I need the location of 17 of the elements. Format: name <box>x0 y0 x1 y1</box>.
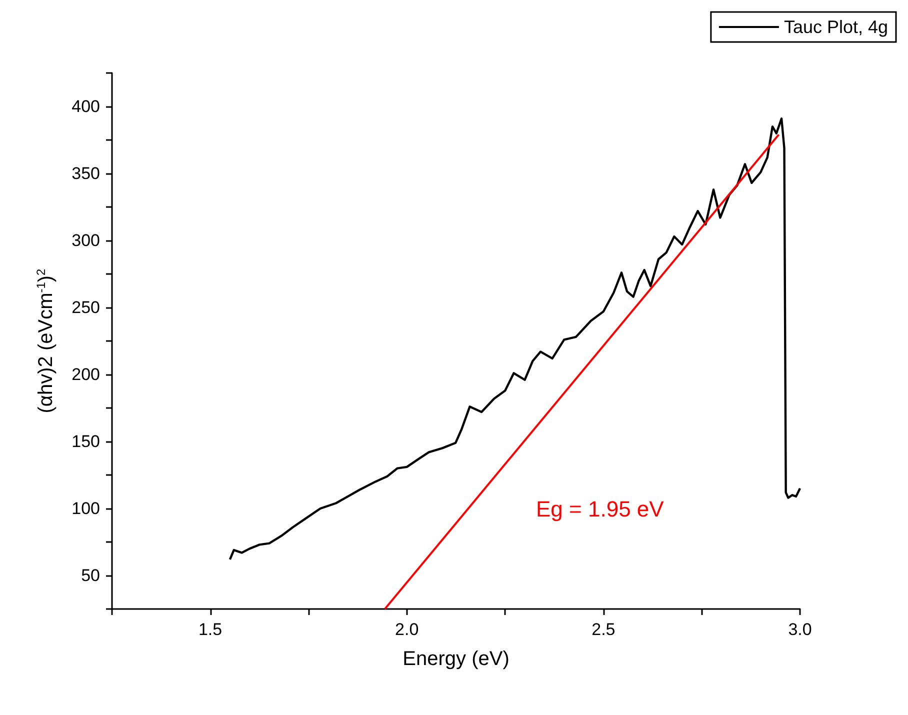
y-axis-title: (αhv)2 (eVcm-1)2 <box>34 268 57 414</box>
y-tick-label: 250 <box>72 298 100 317</box>
y-tick-label: 400 <box>72 97 100 116</box>
x-tick-label: 3.0 <box>788 620 812 639</box>
y-tick-label: 50 <box>81 566 100 585</box>
y-tick-label: 100 <box>72 499 100 518</box>
y-tick-label: 350 <box>72 164 100 183</box>
y-tick-label: 150 <box>72 432 100 451</box>
annotation: Eg = 1.95 eV <box>536 496 664 522</box>
x-tick-label: 2.5 <box>592 620 616 639</box>
y-tick-label: 200 <box>72 365 100 384</box>
line-series <box>228 117 802 561</box>
y-tick-label: 300 <box>72 231 100 250</box>
x-tick-label: 1.5 <box>198 620 222 639</box>
x-axis-title: Energy (eV) <box>402 648 510 670</box>
x-tick-label: 2.0 <box>395 620 419 639</box>
legend-label: Tauc Plot, 4g <box>784 17 888 37</box>
